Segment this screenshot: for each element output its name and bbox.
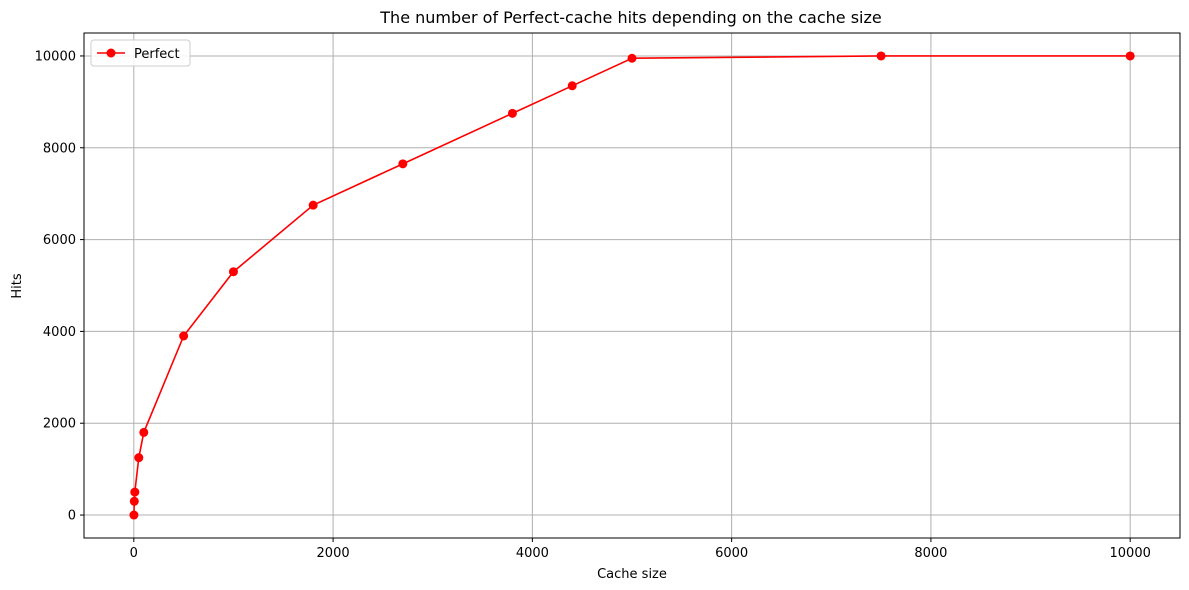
plot-frame — [83, 32, 1181, 539]
data-point — [308, 200, 318, 210]
grid — [84, 33, 1180, 538]
data-point — [179, 331, 189, 341]
data-point — [567, 81, 577, 91]
data-point — [130, 487, 140, 497]
data-point — [228, 267, 238, 277]
y-tick-label: 6000 — [43, 233, 76, 248]
x-tick-label: 2000 — [317, 546, 350, 561]
data-point — [139, 427, 149, 437]
x-axis-title: Cache size — [597, 567, 667, 582]
chart-title: The number of Perfect-cache hits dependi… — [379, 8, 881, 27]
legend-label: Perfect — [134, 47, 180, 62]
x-tick-label: 8000 — [914, 546, 947, 561]
legend-marker — [106, 48, 116, 58]
data-point — [627, 53, 637, 63]
y-tick-label: 8000 — [43, 141, 76, 156]
y-tick-label: 4000 — [43, 325, 76, 340]
x-axis: 0 2000 4000 6000 8000 10000 — [130, 538, 1151, 561]
data-point — [134, 453, 144, 463]
y-axis-title: Hits — [10, 273, 25, 298]
x-tick-label: 4000 — [516, 546, 549, 561]
series-layer — [129, 51, 1135, 520]
data-point — [129, 510, 139, 520]
series-line — [133, 55, 1131, 516]
x-tick-label: 0 — [130, 546, 138, 561]
y-tick-label: 2000 — [43, 417, 76, 432]
legend: Perfect — [90, 39, 191, 67]
data-point — [1125, 51, 1135, 61]
y-tick-label: 10000 — [35, 49, 76, 64]
data-point — [876, 51, 886, 61]
data-point — [507, 108, 517, 118]
x-tick-label: 10000 — [1110, 546, 1151, 561]
legend-box — [90, 39, 191, 67]
x-tick-label: 6000 — [715, 546, 748, 561]
y-tick-label: 0 — [68, 509, 76, 524]
y-axis: 0 2000 4000 6000 8000 10000 — [35, 49, 84, 524]
data-point — [129, 496, 139, 506]
data-point — [398, 159, 408, 169]
